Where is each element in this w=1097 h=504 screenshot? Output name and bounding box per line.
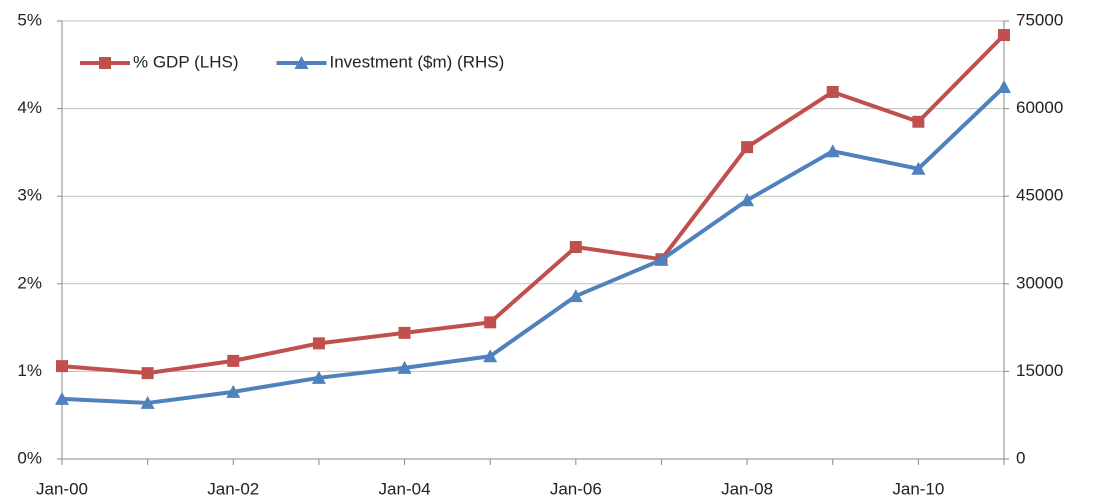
data-point (568, 289, 583, 303)
legend-label: % GDP (LHS) (133, 52, 239, 71)
y-tick-label: 4% (17, 98, 42, 117)
data-point (998, 29, 1010, 42)
data-point (741, 141, 754, 154)
data-point (311, 370, 326, 384)
data-point (740, 193, 755, 207)
data-point (997, 79, 1011, 93)
data-point (141, 367, 154, 380)
data-point (483, 349, 498, 363)
data-point (226, 384, 241, 398)
y2-tick-label: 0 (1016, 448, 1025, 467)
y-tick-label: 0% (17, 448, 42, 467)
x-tick-label: Jan-02 (207, 479, 259, 498)
data-point (654, 252, 669, 266)
x-tick-label: Jan-04 (379, 479, 431, 498)
data-point (397, 360, 412, 374)
y-tick-label: 2% (17, 273, 42, 292)
data-point (140, 395, 155, 409)
series-line (61, 85, 1006, 405)
y2-tick-label: 75000 (1016, 10, 1063, 29)
data-point (911, 161, 926, 175)
data-point (825, 144, 840, 158)
y-tick-label: 3% (17, 186, 42, 205)
series-line (61, 33, 1006, 376)
y2-tick-label: 15000 (1016, 361, 1063, 380)
x-tick-label: Jan-10 (892, 479, 944, 498)
y2-tick-label: 30000 (1016, 273, 1063, 292)
data-point (55, 391, 69, 405)
x-tick-label: Jan-00 (36, 479, 88, 498)
legend-label: Investment ($m) (RHS) (330, 52, 505, 71)
y2-tick-label: 60000 (1016, 98, 1063, 117)
data-point (227, 354, 240, 367)
y-tick-label: 5% (17, 10, 42, 29)
data-point (826, 85, 839, 98)
data-point (398, 326, 411, 339)
legend-marker (294, 56, 309, 69)
data-point (484, 316, 497, 329)
x-tick-label: Jan-08 (721, 479, 773, 498)
legend-marker (99, 57, 111, 69)
data-point (312, 337, 325, 350)
data-point (912, 115, 925, 128)
data-point (569, 241, 582, 254)
x-tick-label: Jan-06 (550, 479, 602, 498)
y-tick-label: 1% (17, 361, 42, 380)
data-point (56, 360, 68, 373)
y2-tick-label: 45000 (1016, 186, 1063, 205)
